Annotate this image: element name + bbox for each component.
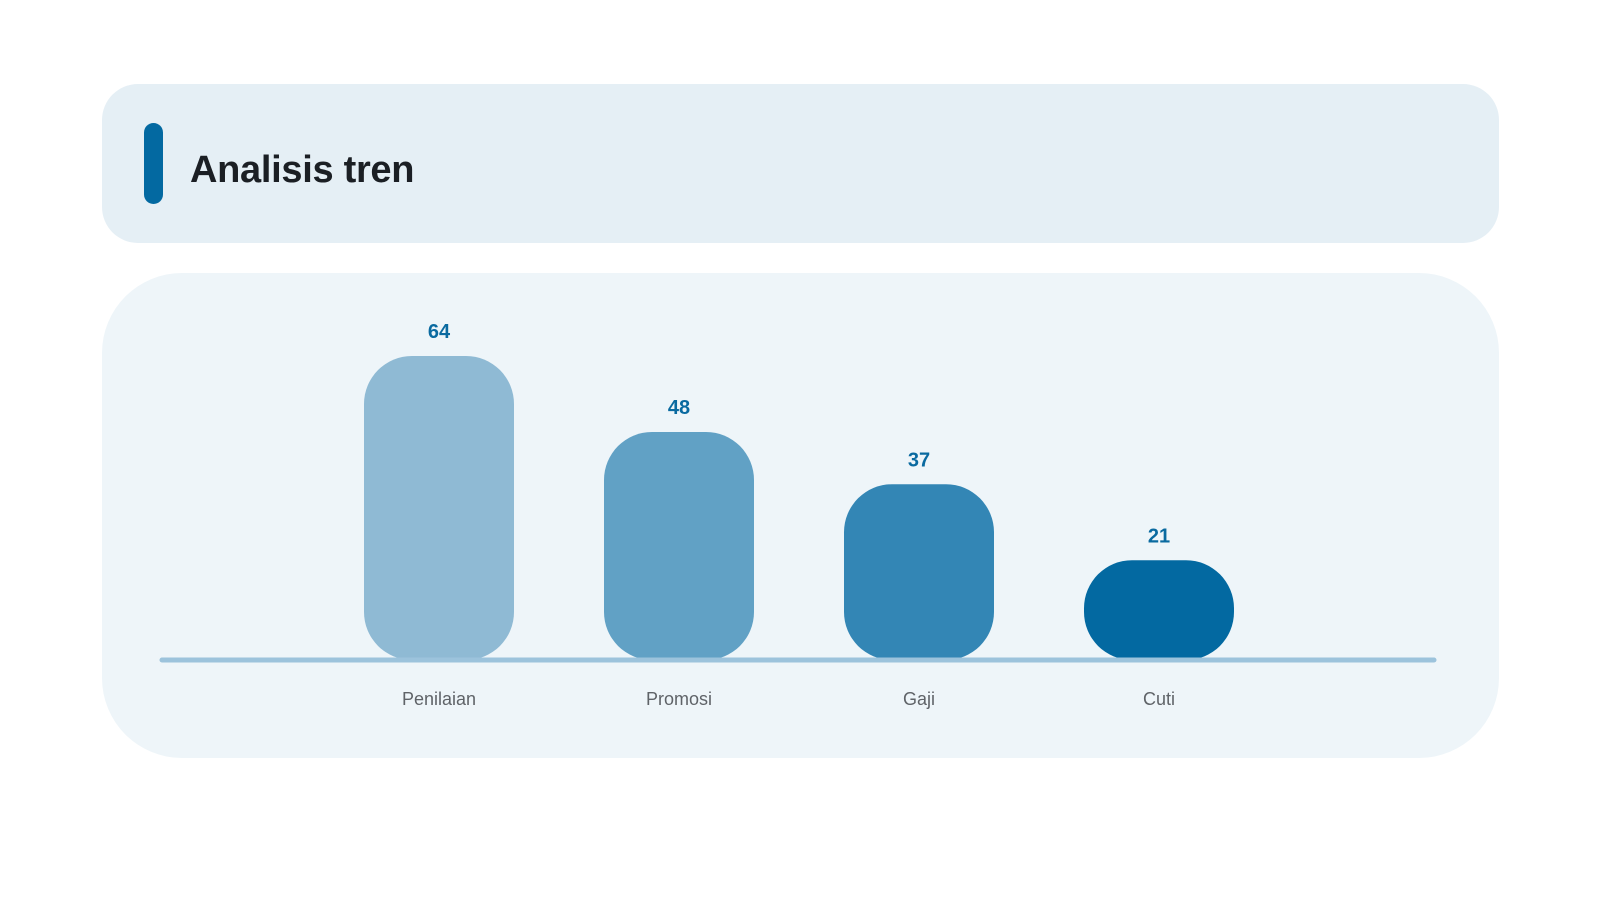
value-label-promosi: 48 [668, 397, 690, 419]
bars-layer [364, 356, 1234, 660]
category-label-penilaian: Penilaian [402, 689, 476, 709]
labels-layer: 64 Penilaian 48 Promosi 37 Gaji 21 Cuti [402, 321, 1175, 709]
header-card: Analisis tren [102, 84, 1499, 243]
bar-promosi [604, 432, 754, 660]
value-label-penilaian: 64 [428, 321, 451, 343]
category-label-promosi: Promosi [646, 689, 712, 709]
bar-penilaian [364, 356, 514, 660]
value-label-gaji: 37 [908, 449, 930, 471]
value-label-cuti: 21 [1148, 525, 1170, 547]
chart-card: 64 Penilaian 48 Promosi 37 Gaji 21 Cuti [102, 273, 1499, 758]
category-label-gaji: Gaji [903, 689, 935, 709]
bar-gaji [844, 484, 994, 660]
bar-cuti [1084, 560, 1234, 660]
category-label-cuti: Cuti [1143, 689, 1175, 709]
page-title: Analisis tren [190, 149, 415, 191]
bar-chart: 64 Penilaian 48 Promosi 37 Gaji 21 Cuti [159, 321, 1437, 709]
accent-bar [144, 123, 163, 204]
